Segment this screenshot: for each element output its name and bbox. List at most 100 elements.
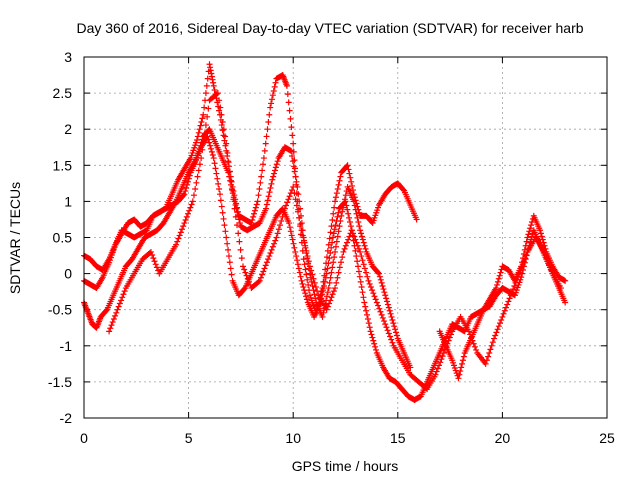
data-point — [216, 97, 223, 104]
data-point — [271, 240, 278, 247]
data-point — [384, 298, 391, 305]
data-point — [300, 284, 307, 291]
data-point — [320, 282, 327, 289]
data-point — [269, 92, 276, 99]
data-point — [174, 238, 181, 245]
data-point — [149, 252, 156, 259]
data-point — [500, 310, 507, 317]
data-point — [341, 245, 348, 252]
data-point — [473, 346, 480, 353]
data-point — [359, 289, 366, 296]
data-point — [327, 297, 334, 304]
data-point — [333, 279, 340, 286]
data-point — [388, 336, 395, 343]
data-point — [235, 230, 242, 237]
data-point — [438, 356, 445, 363]
data-point — [284, 91, 291, 98]
data-point — [215, 180, 222, 187]
data-point — [351, 233, 358, 240]
x-axis-label: GPS time / hours — [292, 458, 399, 474]
data-point — [278, 217, 285, 224]
data-point — [356, 223, 363, 230]
data-point — [329, 239, 336, 246]
data-point — [311, 291, 318, 298]
data-point — [286, 107, 293, 114]
data-point — [296, 198, 303, 205]
data-point — [389, 317, 396, 324]
data-point — [361, 242, 368, 249]
data-point — [334, 213, 341, 220]
data-point — [249, 216, 256, 223]
data-point — [213, 170, 220, 177]
data-point — [339, 254, 346, 261]
data-point — [293, 178, 300, 185]
data-point — [301, 287, 308, 294]
data-point — [284, 199, 291, 206]
data-point — [180, 223, 187, 230]
data-point — [225, 159, 232, 166]
data-point — [323, 293, 330, 300]
data-point — [540, 239, 547, 246]
x-tick-label: 20 — [495, 430, 511, 446]
data-point — [261, 265, 268, 272]
data-point — [363, 269, 370, 276]
data-point — [264, 126, 271, 133]
data-points — [81, 61, 569, 403]
data-point — [383, 324, 390, 331]
data-point — [354, 242, 361, 249]
data-point — [377, 308, 384, 315]
data-point — [285, 196, 292, 203]
data-point — [267, 184, 274, 191]
data-point — [222, 228, 229, 235]
data-point — [365, 277, 372, 284]
data-point — [250, 213, 257, 220]
data-point — [296, 214, 303, 221]
data-point — [356, 209, 363, 216]
data-point — [309, 271, 316, 278]
data-point — [200, 111, 207, 118]
data-point — [365, 320, 372, 327]
data-point — [283, 82, 290, 89]
data-point — [277, 222, 284, 229]
data-point — [375, 270, 382, 277]
data-point — [239, 263, 246, 270]
data-point — [188, 201, 195, 208]
data-point — [307, 274, 314, 281]
data-point — [193, 137, 200, 144]
data-point — [204, 133, 211, 140]
data-point — [360, 294, 367, 301]
data-point — [270, 88, 277, 95]
data-point — [256, 186, 263, 193]
data-point — [234, 222, 241, 229]
data-point — [393, 329, 400, 336]
data-point — [326, 300, 333, 307]
data-point — [279, 213, 286, 220]
y-tick-label: 0 — [64, 266, 72, 282]
data-point — [187, 204, 194, 211]
data-point — [520, 255, 527, 262]
data-point — [562, 299, 569, 306]
data-point — [274, 158, 281, 165]
data-point — [204, 113, 211, 120]
data-point — [194, 133, 201, 140]
data-point — [107, 325, 114, 332]
data-point — [342, 192, 349, 199]
data-point — [332, 198, 339, 205]
data-point — [332, 194, 339, 201]
data-point — [494, 326, 501, 333]
data-point — [177, 229, 184, 236]
data-point — [298, 277, 305, 284]
data-point — [293, 202, 300, 209]
data-point — [195, 167, 202, 174]
data-point — [356, 273, 363, 280]
data-point — [195, 129, 202, 136]
data-point — [266, 253, 273, 260]
data-point — [353, 239, 360, 246]
data-point — [291, 190, 298, 197]
data-point — [521, 246, 528, 253]
data-point — [293, 253, 300, 260]
data-point — [489, 339, 496, 346]
data-point — [211, 87, 218, 94]
data-point — [274, 230, 281, 237]
data-point — [241, 286, 248, 293]
